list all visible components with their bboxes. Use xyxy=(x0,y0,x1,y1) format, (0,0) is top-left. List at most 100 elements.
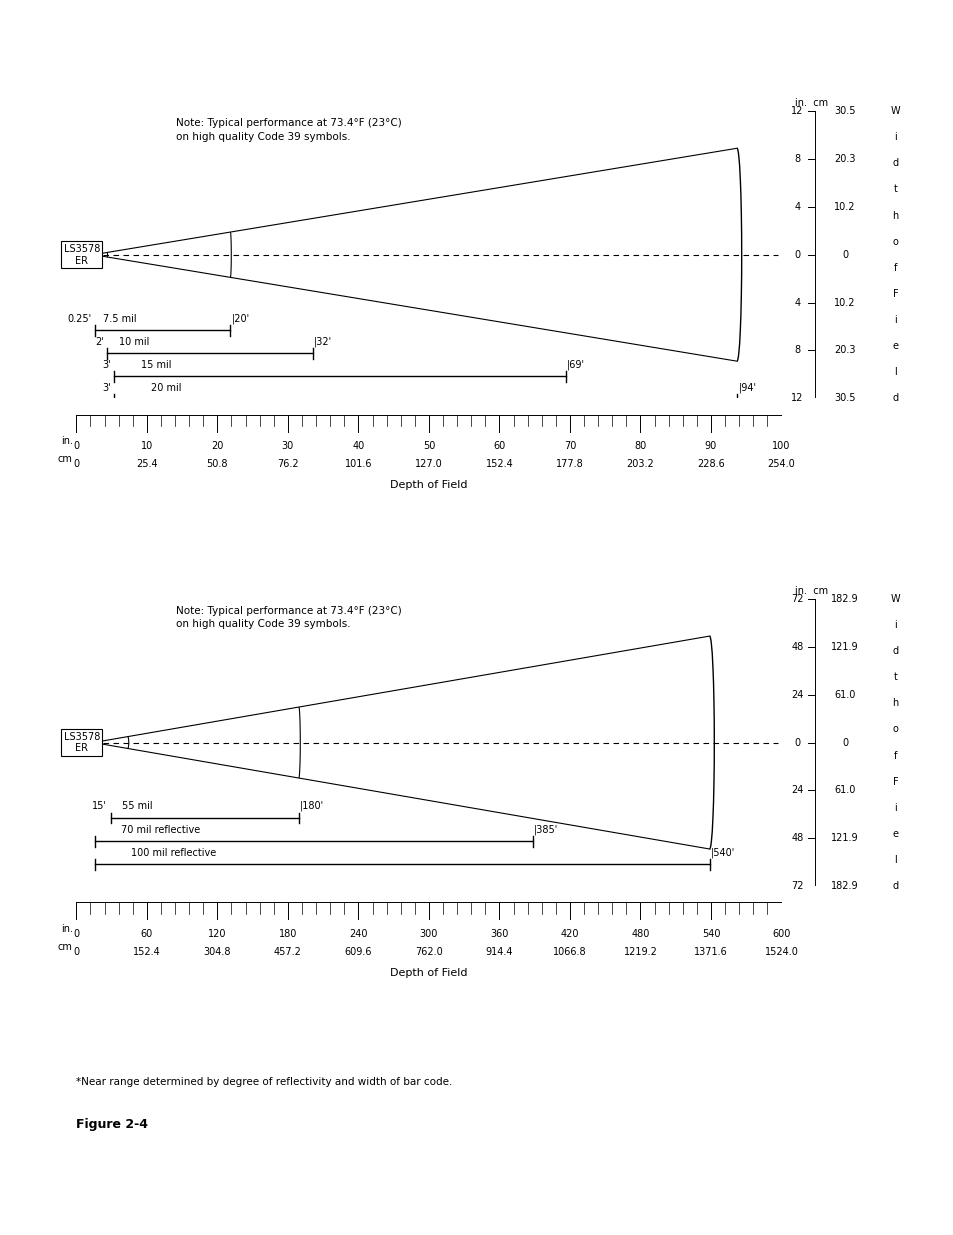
Text: 180: 180 xyxy=(278,929,296,939)
Text: 914.4: 914.4 xyxy=(485,947,513,957)
Text: Depth of Field: Depth of Field xyxy=(390,480,467,490)
Text: 76.2: 76.2 xyxy=(276,459,298,469)
Text: 152.4: 152.4 xyxy=(485,459,513,469)
Text: 10: 10 xyxy=(140,441,152,451)
Text: 0: 0 xyxy=(73,459,79,469)
Text: 0.25': 0.25' xyxy=(68,314,91,324)
Text: e: e xyxy=(892,341,898,351)
Text: 70 mil reflective: 70 mil reflective xyxy=(121,825,200,835)
Text: 8: 8 xyxy=(794,346,800,356)
Text: 0: 0 xyxy=(73,929,79,939)
Text: 600: 600 xyxy=(772,929,790,939)
Text: 121.9: 121.9 xyxy=(830,834,858,844)
Text: 1371.6: 1371.6 xyxy=(694,947,727,957)
Text: |69': |69' xyxy=(567,359,584,369)
Text: 360: 360 xyxy=(490,929,508,939)
Text: d: d xyxy=(892,881,898,892)
Text: f: f xyxy=(893,751,897,761)
Text: 10 mil: 10 mil xyxy=(119,337,150,347)
Text: 50: 50 xyxy=(422,441,435,451)
Text: 4: 4 xyxy=(794,298,800,308)
Text: 48: 48 xyxy=(791,642,802,652)
Text: 100: 100 xyxy=(772,441,790,451)
Text: 30.5: 30.5 xyxy=(834,393,855,404)
Text: 0: 0 xyxy=(841,249,847,259)
Text: 457.2: 457.2 xyxy=(274,947,301,957)
Text: in.  cm: in. cm xyxy=(794,587,827,597)
Text: 540: 540 xyxy=(701,929,720,939)
Text: 304.8: 304.8 xyxy=(203,947,231,957)
Text: 228.6: 228.6 xyxy=(697,459,724,469)
Text: 20 mil: 20 mil xyxy=(152,383,182,393)
Text: 60: 60 xyxy=(493,441,505,451)
Text: 80: 80 xyxy=(634,441,646,451)
Text: 8: 8 xyxy=(794,154,800,164)
Text: h: h xyxy=(891,210,898,221)
Text: 30: 30 xyxy=(281,441,294,451)
Text: i: i xyxy=(893,315,896,325)
Text: cm: cm xyxy=(58,942,72,952)
Text: 0: 0 xyxy=(73,947,79,957)
Text: 90: 90 xyxy=(704,441,717,451)
Text: 182.9: 182.9 xyxy=(830,594,858,604)
Text: t: t xyxy=(893,672,897,682)
Text: 55 mil: 55 mil xyxy=(122,802,152,811)
Text: 3': 3' xyxy=(102,383,111,393)
Text: 72: 72 xyxy=(791,881,803,892)
Text: 300: 300 xyxy=(419,929,437,939)
Text: 3': 3' xyxy=(102,359,111,369)
Text: 182.9: 182.9 xyxy=(830,881,858,892)
Text: 4: 4 xyxy=(794,201,800,212)
Text: f: f xyxy=(893,263,897,273)
Text: 0: 0 xyxy=(794,737,800,747)
Text: i: i xyxy=(893,803,896,813)
Text: 100 mil reflective: 100 mil reflective xyxy=(132,847,216,857)
Text: cm: cm xyxy=(58,454,72,464)
Text: 48: 48 xyxy=(791,834,802,844)
Text: 25.4: 25.4 xyxy=(136,459,157,469)
Text: o: o xyxy=(892,725,898,735)
Text: 0: 0 xyxy=(73,441,79,451)
Text: 15 mil: 15 mil xyxy=(141,359,172,369)
Text: i: i xyxy=(893,620,896,630)
Text: d: d xyxy=(892,393,898,404)
Text: 420: 420 xyxy=(560,929,578,939)
Text: 0: 0 xyxy=(794,249,800,259)
Text: 152.4: 152.4 xyxy=(132,947,160,957)
Text: 1524.0: 1524.0 xyxy=(763,947,798,957)
Text: t: t xyxy=(893,184,897,194)
Text: 762.0: 762.0 xyxy=(415,947,442,957)
Text: in.: in. xyxy=(61,436,72,446)
Text: 10.2: 10.2 xyxy=(834,298,855,308)
Text: 0: 0 xyxy=(841,737,847,747)
Text: |385': |385' xyxy=(534,824,558,835)
Text: i: i xyxy=(893,132,896,142)
Text: F: F xyxy=(892,289,898,299)
Text: 20: 20 xyxy=(211,441,223,451)
Text: 12: 12 xyxy=(791,106,803,116)
Text: 7.5 mil: 7.5 mil xyxy=(103,314,136,324)
Text: 40: 40 xyxy=(352,441,364,451)
Text: l: l xyxy=(893,855,896,864)
Text: in.: in. xyxy=(61,924,72,934)
Text: 24: 24 xyxy=(791,785,803,795)
Text: F: F xyxy=(892,777,898,787)
Text: e: e xyxy=(892,829,898,839)
Text: |540': |540' xyxy=(710,847,735,857)
Text: 120: 120 xyxy=(208,929,227,939)
Text: 240: 240 xyxy=(349,929,367,939)
Text: 1219.2: 1219.2 xyxy=(623,947,657,957)
Text: |20': |20' xyxy=(232,314,250,324)
Text: Figure 2-4: Figure 2-4 xyxy=(76,1118,148,1131)
Text: 61.0: 61.0 xyxy=(834,689,855,700)
Text: 70: 70 xyxy=(563,441,576,451)
Text: Note: Typical performance at 73.4°F (23°C)
on high quality Code 39 symbols.: Note: Typical performance at 73.4°F (23°… xyxy=(175,119,401,142)
Text: 50.8: 50.8 xyxy=(207,459,228,469)
Text: 20.3: 20.3 xyxy=(834,346,855,356)
Text: W: W xyxy=(890,594,900,604)
Text: 60: 60 xyxy=(140,929,152,939)
Text: 30.5: 30.5 xyxy=(834,106,855,116)
Text: 203.2: 203.2 xyxy=(626,459,654,469)
Text: W: W xyxy=(890,106,900,116)
Text: 1066.8: 1066.8 xyxy=(553,947,586,957)
